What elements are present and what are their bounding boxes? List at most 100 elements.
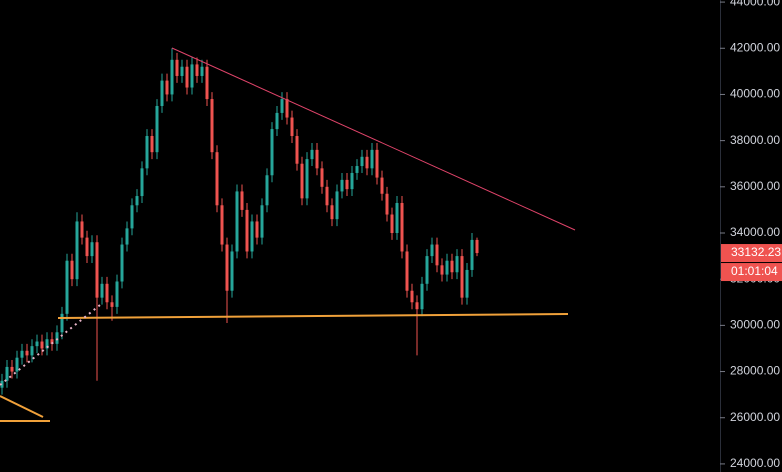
candle-body — [415, 302, 419, 310]
candle-body — [335, 191, 339, 220]
resistance-trendline — [171, 47, 576, 231]
candle-body — [185, 66, 189, 88]
candle-body — [395, 202, 399, 233]
candle-body — [205, 66, 209, 100]
candle-body — [90, 242, 94, 257]
candle-body — [140, 168, 144, 197]
candle-body — [260, 205, 264, 238]
candle-body — [370, 149, 374, 169]
candle-body — [265, 175, 269, 206]
candle-body — [65, 260, 69, 314]
candle-body — [15, 357, 19, 372]
candle-body — [80, 221, 84, 238]
last-price-box — [721, 244, 782, 263]
candle-body — [165, 80, 169, 95]
candle-body — [465, 269, 469, 298]
candle-body — [145, 136, 149, 169]
candle-body — [250, 221, 254, 252]
candle-body — [350, 172, 354, 190]
candle-body — [430, 244, 434, 257]
candle-body — [375, 149, 379, 178]
candle-body — [120, 244, 124, 282]
candle-body — [325, 186, 329, 206]
candle-body — [100, 283, 104, 298]
candle-body — [340, 179, 344, 192]
candle-body — [125, 228, 129, 245]
candle-body — [195, 64, 199, 76]
candle-body — [295, 136, 299, 164]
candle-body — [400, 202, 404, 252]
candle-body — [445, 260, 449, 275]
candle-body — [190, 64, 194, 88]
candle-body — [255, 221, 259, 238]
candle-body — [315, 149, 319, 169]
candle-body — [115, 281, 119, 307]
candle-body — [225, 244, 229, 291]
candle-body — [235, 191, 239, 252]
candle-body — [385, 193, 389, 215]
candle-body — [310, 149, 314, 160]
y-tick-label: 42000.00 — [730, 40, 780, 54]
candle-body — [305, 159, 309, 199]
candle-body — [50, 339, 54, 344]
candle-body — [70, 260, 74, 280]
y-tick-label: 36000.00 — [730, 179, 780, 193]
candle-body — [275, 112, 279, 130]
y-tick-label: 40000.00 — [730, 87, 780, 101]
candle-body — [360, 156, 364, 167]
countdown-box — [721, 263, 782, 282]
candle-body — [175, 59, 179, 76]
candle-body — [405, 251, 409, 291]
y-tick-label: 30000.00 — [730, 318, 780, 332]
candle-body — [455, 256, 459, 273]
candle-body — [390, 214, 394, 233]
candle-body — [10, 366, 14, 372]
candle-body — [285, 99, 289, 118]
candle-body — [425, 256, 429, 284]
candle-body — [435, 244, 439, 266]
candle-body — [0, 380, 4, 388]
y-tick-label: 26000.00 — [730, 410, 780, 424]
plot-area — [0, 48, 479, 395]
candle-body — [105, 283, 109, 303]
y-tick-label: 44000.00 — [730, 0, 780, 8]
candle-body — [280, 99, 284, 113]
candle-body — [330, 205, 334, 220]
candle-body — [210, 99, 214, 153]
y-tick-label: 34000.00 — [730, 225, 780, 239]
y-tick-label: 38000.00 — [730, 133, 780, 147]
candle-body — [170, 59, 174, 95]
candle-body — [20, 350, 24, 358]
candle-body — [410, 290, 414, 303]
countdown-label: 01:01:04 — [731, 264, 778, 278]
candle-body — [355, 166, 359, 173]
candle-body — [180, 66, 184, 76]
candle-body — [85, 237, 89, 257]
candle-body — [55, 332, 59, 344]
candle-body — [380, 177, 384, 194]
price-axis: 24000.0026000.0028000.0030000.0032000.00… — [720, 0, 782, 470]
candle-body — [25, 350, 29, 356]
candle-body — [75, 221, 79, 280]
candle-body — [245, 209, 249, 252]
candle-body — [230, 251, 234, 291]
y-tick-label: 24000.00 — [730, 456, 780, 470]
last-price-label: 33132.23 — [731, 245, 781, 259]
candle-body — [135, 196, 139, 206]
candle-body — [270, 129, 274, 176]
candle-body — [60, 313, 64, 333]
candle-body — [40, 341, 44, 349]
candle-body — [240, 191, 244, 210]
candle-body — [450, 260, 454, 273]
support-line — [57, 313, 569, 319]
candle-body — [475, 239, 479, 254]
candle-body — [320, 168, 324, 187]
candle-body — [5, 366, 9, 381]
candle-body — [365, 156, 369, 169]
candle-body — [460, 256, 464, 298]
candle-body — [30, 346, 34, 356]
candle-body — [420, 283, 424, 310]
candle-body — [45, 339, 49, 349]
